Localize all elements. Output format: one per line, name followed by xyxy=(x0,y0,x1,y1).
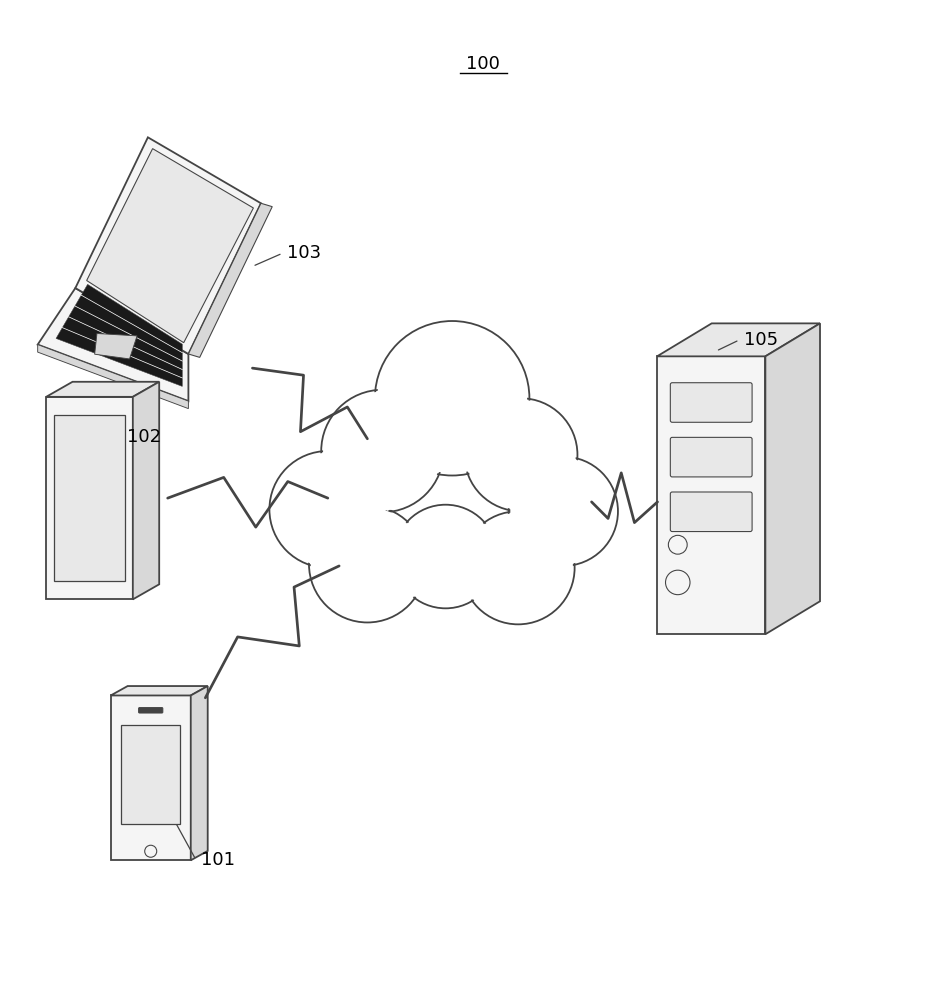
Polygon shape xyxy=(657,323,820,356)
Circle shape xyxy=(464,398,577,511)
Circle shape xyxy=(375,321,529,476)
Circle shape xyxy=(509,457,618,566)
Polygon shape xyxy=(54,415,125,581)
Text: 103: 103 xyxy=(287,244,321,262)
Polygon shape xyxy=(122,725,180,824)
Circle shape xyxy=(463,513,573,623)
FancyBboxPatch shape xyxy=(138,708,163,713)
Polygon shape xyxy=(110,695,190,860)
Polygon shape xyxy=(38,345,188,409)
Text: 102: 102 xyxy=(127,428,161,446)
Circle shape xyxy=(145,845,156,857)
FancyBboxPatch shape xyxy=(671,383,752,422)
Polygon shape xyxy=(95,334,138,359)
Text: 100: 100 xyxy=(466,55,500,73)
Polygon shape xyxy=(190,686,207,860)
Circle shape xyxy=(269,451,386,568)
Circle shape xyxy=(394,505,497,608)
Circle shape xyxy=(271,453,384,566)
Circle shape xyxy=(377,323,528,473)
Text: 105: 105 xyxy=(744,331,778,349)
Circle shape xyxy=(323,392,442,510)
Circle shape xyxy=(462,511,575,624)
Circle shape xyxy=(321,390,444,512)
Circle shape xyxy=(396,506,495,607)
Circle shape xyxy=(309,506,426,622)
Polygon shape xyxy=(110,686,207,695)
Circle shape xyxy=(511,458,616,564)
Polygon shape xyxy=(133,382,159,599)
FancyBboxPatch shape xyxy=(671,492,752,532)
Circle shape xyxy=(466,400,576,510)
Polygon shape xyxy=(46,397,133,599)
Polygon shape xyxy=(87,149,253,343)
Circle shape xyxy=(311,507,424,621)
Polygon shape xyxy=(46,382,159,397)
Polygon shape xyxy=(57,284,183,386)
Polygon shape xyxy=(75,137,261,354)
Text: 101: 101 xyxy=(201,851,235,869)
Polygon shape xyxy=(765,323,820,634)
Text: 104: 104 xyxy=(485,359,519,377)
Polygon shape xyxy=(38,288,188,401)
Circle shape xyxy=(669,535,687,554)
Polygon shape xyxy=(657,356,765,634)
Polygon shape xyxy=(188,203,272,357)
Circle shape xyxy=(665,570,690,595)
FancyBboxPatch shape xyxy=(671,437,752,477)
